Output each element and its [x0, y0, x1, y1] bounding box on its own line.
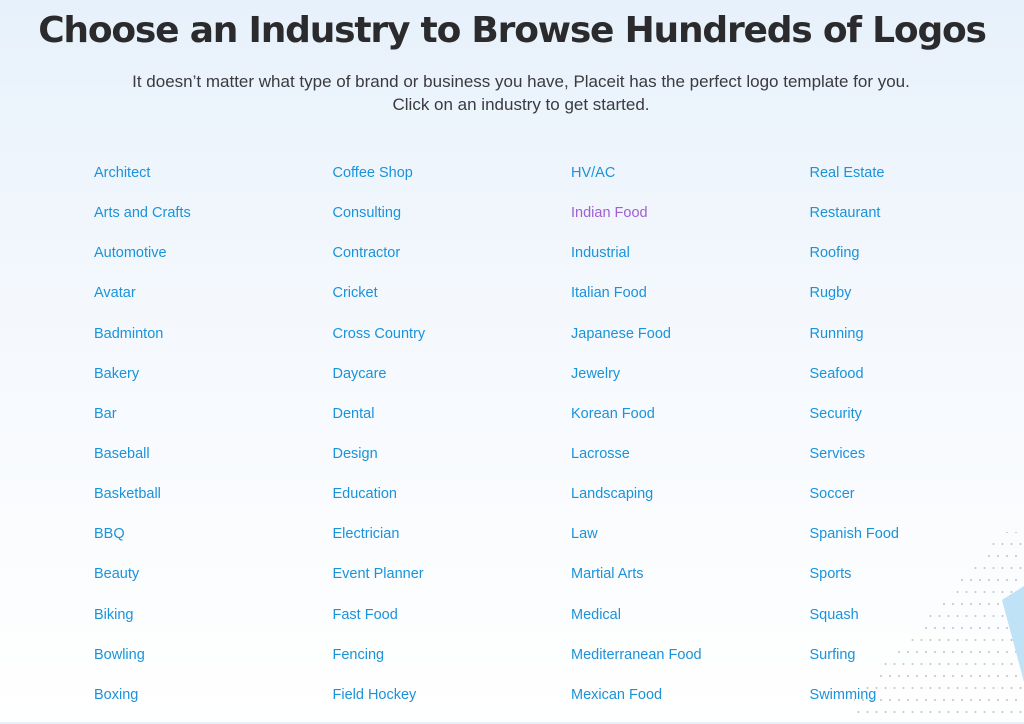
industry-link[interactable]: Japanese Food	[571, 323, 791, 363]
industry-link[interactable]: Landscaping	[571, 483, 791, 523]
industry-link[interactable]: Beauty	[94, 563, 314, 603]
industry-link[interactable]: Fencing	[333, 644, 553, 684]
industry-link[interactable]: Martial Arts	[571, 563, 791, 603]
industry-link[interactable]: Boxing	[94, 684, 314, 724]
industry-link[interactable]: Event Planner	[333, 563, 553, 603]
industry-link[interactable]: Design	[333, 443, 553, 483]
industry-link[interactable]: Lacrosse	[571, 443, 791, 483]
industry-link[interactable]: Automotive	[94, 242, 314, 282]
industry-link[interactable]: Daycare	[333, 363, 553, 403]
industry-link[interactable]: Arts and Crafts	[94, 202, 314, 242]
industry-link[interactable]: Roofing	[810, 242, 1024, 282]
industry-link[interactable]: Architect	[94, 162, 314, 202]
industry-link[interactable]: Consulting	[333, 202, 553, 242]
industry-link[interactable]: Korean Food	[571, 403, 791, 443]
triangle-decoration	[1002, 586, 1024, 682]
industry-link[interactable]: Biking	[94, 604, 314, 644]
industry-link[interactable]: Education	[333, 483, 553, 523]
page-title: Choose an Industry to Browse Hundreds of…	[0, 10, 1024, 51]
industry-link[interactable]: Jewelry	[571, 363, 791, 403]
industry-link[interactable]: Fast Food	[333, 604, 553, 644]
industry-link[interactable]: Baseball	[94, 443, 314, 483]
industry-link[interactable]: Italian Food	[571, 282, 791, 322]
industry-link[interactable]: Bakery	[94, 363, 314, 403]
dotted-pattern-decoration	[854, 532, 1024, 722]
industry-link[interactable]: BBQ	[94, 523, 314, 563]
industry-link[interactable]: Restaurant	[810, 202, 1024, 242]
industry-link[interactable]: Dental	[333, 403, 553, 443]
industry-link[interactable]: Medical	[571, 604, 791, 644]
industry-link[interactable]: Bar	[94, 403, 314, 443]
industry-link[interactable]: Law	[571, 523, 791, 563]
industry-link[interactable]: Security	[810, 403, 1024, 443]
industry-link[interactable]: Coffee Shop	[333, 162, 553, 202]
industry-link[interactable]: Rugby	[810, 282, 1024, 322]
industry-link[interactable]: Electrician	[333, 523, 553, 563]
industry-link[interactable]: Seafood	[810, 363, 1024, 403]
industry-link[interactable]: Mexican Food	[571, 684, 791, 724]
industry-link[interactable]: Mediterranean Food	[571, 644, 791, 684]
industry-link[interactable]: Services	[810, 443, 1024, 483]
subtitle-line-1: It doesn’t matter what type of brand or …	[0, 70, 1024, 93]
industry-link[interactable]: Running	[810, 323, 1024, 363]
industry-link[interactable]: Bowling	[94, 644, 314, 684]
industry-link[interactable]: Avatar	[94, 282, 314, 322]
industry-link[interactable]: Industrial	[571, 242, 791, 282]
industry-link[interactable]: Cross Country	[333, 323, 553, 363]
subtitle-line-2: Click on an industry to get started.	[0, 93, 1024, 116]
industry-link[interactable]: HV/AC	[571, 162, 791, 202]
industry-link[interactable]: Indian Food	[571, 202, 791, 242]
industry-link[interactable]: Soccer	[810, 483, 1024, 523]
industry-link[interactable]: Contractor	[333, 242, 553, 282]
industry-link[interactable]: Basketball	[94, 483, 314, 523]
industry-link[interactable]: Field Hockey	[333, 684, 553, 724]
industry-link[interactable]: Cricket	[333, 282, 553, 322]
industry-link[interactable]: Badminton	[94, 323, 314, 363]
industry-link[interactable]: Real Estate	[810, 162, 1024, 202]
page-subtitle: It doesn’t matter what type of brand or …	[0, 70, 1024, 116]
